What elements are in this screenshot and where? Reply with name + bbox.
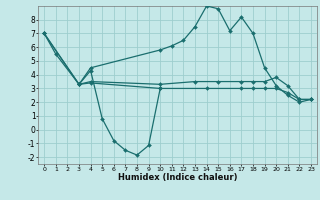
X-axis label: Humidex (Indice chaleur): Humidex (Indice chaleur) [118,173,237,182]
